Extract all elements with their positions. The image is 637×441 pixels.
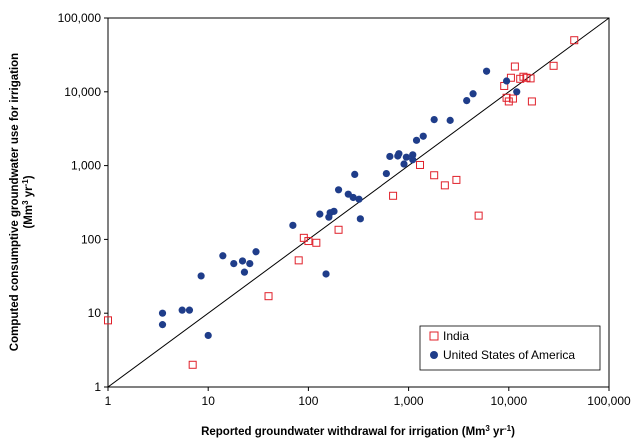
india-point [522,73,531,82]
usa-point [463,96,471,105]
india-point [264,292,273,301]
india-point [452,175,461,184]
usa-point [400,160,408,168]
usa-point [197,272,205,280]
y-tick-label: 1 [94,380,101,394]
india-point [334,225,343,234]
usa-point [469,90,477,98]
usa-point [158,309,167,317]
usa-point [230,259,238,268]
legend-label-india: India [443,329,469,343]
data-points [104,36,579,369]
x-axis-title: Reported groundwater withdrawal for irri… [201,424,515,438]
usa-point [322,270,330,278]
usa-point [204,331,212,340]
usa-point [482,67,491,75]
y-axis-title: Computed consumptive groundwater use for… [9,53,35,351]
india-point [549,61,558,70]
usa-point [238,257,247,265]
usa-point [355,195,363,203]
legend-marker-india [429,331,439,341]
india-point [440,181,449,190]
usa-point [219,252,227,260]
india-point [104,316,112,325]
india-point [527,97,536,106]
india-point [389,191,398,200]
usa-point [395,150,403,158]
usa-point [402,153,410,161]
india-point [188,360,197,369]
usa-point [356,215,364,223]
y-tick-label: 10 [88,306,102,320]
usa-point [240,268,249,276]
usa-point [386,152,394,161]
legend: India United States of America [419,325,601,371]
india-point [312,238,321,247]
usa-point [334,186,343,194]
y-tick-label: 10,000 [64,85,101,99]
x-tick-label: 1,000 [394,394,424,408]
y-axis-title-line2: (Mm3 yr-1) [21,175,35,228]
legend-label-usa: United States of America [443,348,575,362]
usa-point [351,170,359,178]
india-point [294,256,303,265]
usa-point [252,248,260,256]
usa-point [349,193,357,202]
y-tick-label: 100,000 [58,11,102,25]
x-tick-label: 100,000 [587,394,631,408]
usa-point [502,77,511,85]
usa-point [412,136,421,144]
usa-point [185,306,194,314]
x-tick-label: 10,000 [490,394,527,408]
usa-point [513,88,521,96]
y-axis-title-line1: Computed consumptive groundwater use for… [9,53,21,351]
x-tick-label: 100 [298,394,318,408]
usa-point [382,169,390,178]
x-tick-label: 1 [105,394,112,408]
legend-marker-usa [430,351,438,359]
usa-point [289,221,297,229]
usa-point [246,259,254,268]
india-point [508,94,517,103]
usa-point [419,132,427,140]
y-tick-label: 1,000 [71,159,101,173]
india-point [570,36,579,45]
india-point [304,237,313,246]
usa-point [409,151,417,159]
india-point [474,211,483,220]
usa-point [178,306,186,314]
usa-point [409,156,417,164]
usa-point [430,116,438,124]
india-point [504,97,513,106]
india-point [526,74,535,83]
y-axis: 1 10 100 1,000 10,000 100,000 [58,11,108,394]
usa-point [330,207,338,215]
india-point [416,160,425,169]
x-axis: 1 10 100 1,000 10,000 100,000 [105,387,631,408]
usa-point [316,210,324,218]
y-tick-label: 100 [81,232,101,246]
legend-box [419,325,601,371]
x-tick-label: 10 [202,394,216,408]
india-point [430,171,439,180]
india-point [510,62,519,71]
usa-point [446,116,454,124]
usa-point [158,321,167,329]
